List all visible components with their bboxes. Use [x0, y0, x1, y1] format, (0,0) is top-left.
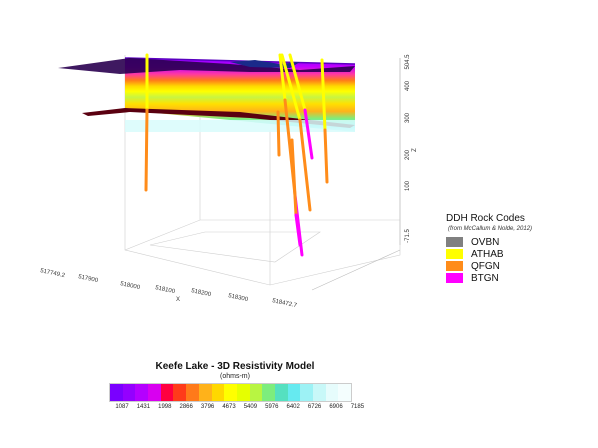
- colorbar-tick-label: 5409: [243, 404, 258, 410]
- colorbar-cell: [274, 384, 288, 401]
- colorbar-cell: [110, 384, 123, 401]
- rock-code-legend: DDH Rock Codes (from McCallum & Nolde, 2…: [446, 213, 586, 284]
- colorbar-cell: [198, 384, 212, 401]
- x-tick: 518000: [120, 281, 141, 291]
- legend-label: OVBN: [471, 236, 500, 248]
- x-tick: 517749.2: [40, 268, 66, 279]
- z-tick: 200: [405, 149, 411, 160]
- legend-title: DDH Rock Codes: [446, 213, 525, 224]
- z-tick: 504.5: [405, 54, 411, 70]
- colorbar-cell: [186, 384, 199, 401]
- colorbar-cell: [122, 384, 136, 401]
- x-axis: 517749.2 517900 518000 518100 518200 518…: [40, 249, 401, 309]
- drill-holes: [144, 53, 329, 257]
- colorbar-cell: [173, 384, 187, 401]
- colorbar-cell: [313, 384, 326, 401]
- x-tick: 518300: [228, 293, 249, 303]
- colorbar-unit: (ohms-m): [220, 373, 250, 380]
- colorbar-tick-label: 7185: [350, 404, 365, 410]
- colorbar-cell: [300, 384, 313, 401]
- colorbar-cell: [148, 384, 161, 401]
- resistivity-block: [58, 57, 356, 132]
- legend-swatch: [446, 249, 463, 259]
- colorbar-cell: [249, 384, 263, 401]
- z-axis: 504.5 400 300 200 100 -71.5 Z: [399, 54, 418, 245]
- x-tick: 518200: [191, 288, 212, 298]
- colorbar-tick-label: 2866: [179, 404, 193, 410]
- legend-label: ATHAB: [471, 248, 504, 260]
- colorbar-cell: [325, 384, 339, 401]
- legend-swatch: [446, 237, 463, 247]
- z-axis-label: Z: [412, 148, 418, 152]
- colorbar-cell: [211, 384, 225, 401]
- colorbar-tick-label: 6402: [286, 404, 300, 410]
- legend-item-athab: ATHAB: [446, 248, 586, 260]
- resistivity-3d-view: 504.5 400 300 200 100 -71.5 Z 517749.2 5…: [40, 53, 418, 309]
- x-tick: 518472.7: [272, 298, 298, 309]
- colorbar-tick-label: 4673: [222, 404, 236, 410]
- colorbar: [109, 383, 353, 402]
- colorbar-cell: [338, 384, 352, 401]
- legend-item-ovbn: OVBN: [446, 236, 586, 248]
- colorbar-cell: [236, 384, 250, 401]
- colorbar-cell: [224, 384, 237, 401]
- x-tick: 518100: [155, 285, 176, 295]
- legend-label: BTGN: [471, 272, 499, 284]
- z-tick: 400: [405, 80, 411, 91]
- z-tick: -71.5: [405, 229, 411, 243]
- legend-item-btgn: BTGN: [446, 272, 586, 284]
- colorbar-cell: [160, 384, 174, 401]
- colorbar-cell: [287, 384, 301, 401]
- colorbar-cell: [262, 384, 275, 401]
- colorbar-tick-label: 1998: [158, 404, 172, 410]
- colorbar-tick-label: 5976: [265, 404, 279, 410]
- legend-swatch: [446, 261, 463, 271]
- colorbar-tick-label: 1431: [136, 404, 151, 410]
- z-tick: 100: [405, 180, 411, 191]
- legend-swatch: [446, 273, 463, 283]
- colorbar-ticks: 1087 1431 1998 2866 3796 4673 5409 5976 6402 6726…: [110, 404, 364, 414]
- colorbar-tick-label: 6906: [329, 404, 343, 410]
- x-axis-label: X: [176, 297, 180, 303]
- legend-label: QFGN: [471, 260, 500, 272]
- legend-item-qfgn: QFGN: [446, 260, 586, 272]
- colorbar-title: Keefe Lake - 3D Resistivity Model: [155, 361, 315, 372]
- colorbar-tick-label: 3796: [200, 404, 215, 410]
- z-tick: 300: [405, 112, 411, 123]
- colorbar-cell: [135, 384, 149, 401]
- colorbar-tick-label: 6726: [307, 404, 322, 410]
- colorbar-tick-label: 1087: [115, 404, 129, 410]
- x-tick: 517900: [78, 274, 99, 284]
- legend-source: (from McCallum & Nolde, 2012): [448, 226, 533, 232]
